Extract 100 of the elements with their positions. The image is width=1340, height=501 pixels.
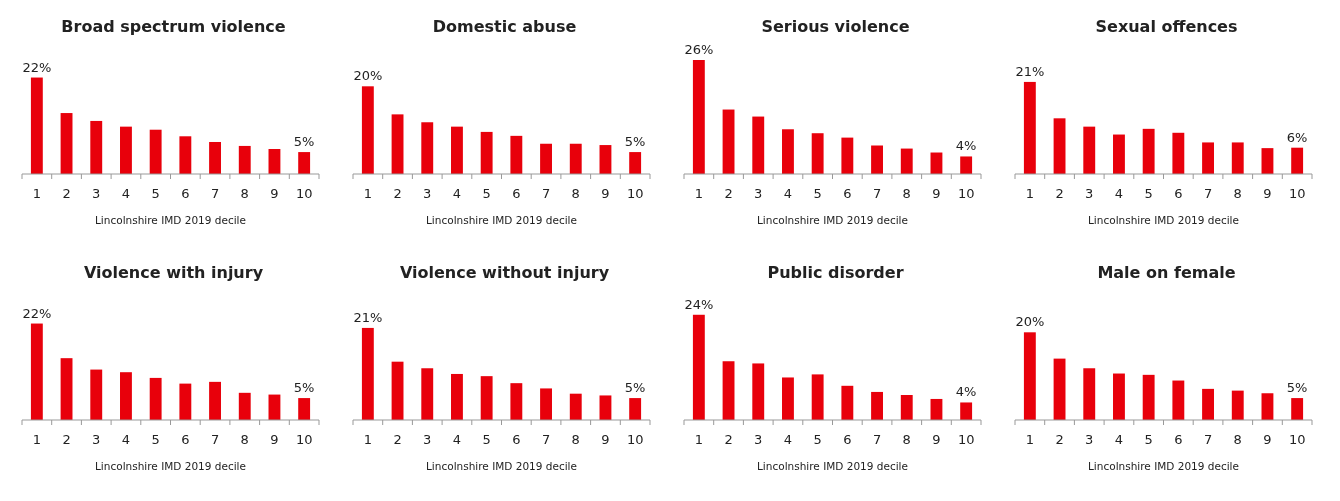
- x-tick-label: 6: [843, 186, 852, 201]
- data-label: 5%: [293, 134, 315, 150]
- x-tick-label: 7: [210, 432, 220, 447]
- bar: [179, 136, 192, 174]
- x-tick-label: 9: [1263, 186, 1272, 201]
- bar: [149, 129, 162, 174]
- bar: [1291, 147, 1304, 174]
- x-tick-label: 1: [694, 186, 703, 201]
- bar: [599, 145, 612, 174]
- bar: [841, 385, 854, 420]
- bar: [782, 377, 794, 420]
- bar: [1202, 388, 1214, 420]
- bar: [722, 109, 735, 174]
- x-tick-label: 4: [1114, 186, 1124, 201]
- chart-title: Domestic abuse: [432, 17, 577, 36]
- x-tick-label: 7: [1203, 186, 1213, 201]
- chart-title: Broad spectrum violence: [61, 17, 286, 36]
- x-tick-label: 2: [62, 186, 71, 201]
- x-tick-label: 5: [482, 432, 491, 447]
- x-tick-label: 5: [151, 432, 160, 447]
- chart-title: Sexual offences: [1095, 17, 1238, 36]
- bar: [629, 152, 642, 174]
- data-label: 21%: [353, 309, 383, 325]
- x-tick-label: 5: [813, 432, 822, 447]
- x-tick-label: 6: [512, 186, 521, 201]
- bar: [569, 393, 582, 420]
- x-tick-label: 10: [295, 432, 313, 447]
- bar: [298, 152, 311, 174]
- x-tick-label: 7: [210, 186, 220, 201]
- x-tick-label: 10: [957, 432, 975, 447]
- chart-title: Violence with injury: [83, 263, 264, 282]
- bar: [451, 373, 463, 420]
- x-tick-label: 2: [62, 432, 71, 447]
- bar: [30, 77, 43, 174]
- x-tick-label: 6: [1174, 432, 1183, 447]
- x-tick-label: 3: [1085, 432, 1094, 447]
- x-tick-label: 6: [843, 432, 852, 447]
- data-label: 5%: [624, 134, 646, 150]
- x-tick-label: 9: [270, 432, 279, 447]
- bar: [1142, 374, 1155, 420]
- x-tick-label: 3: [754, 432, 763, 447]
- x-tick-label: 5: [813, 186, 822, 201]
- x-tick-label: 10: [626, 432, 644, 447]
- bar: [480, 376, 493, 420]
- bar: [391, 361, 404, 420]
- data-label: 5%: [1286, 380, 1308, 396]
- x-tick-label: 4: [783, 432, 793, 447]
- bar: [569, 143, 582, 174]
- x-axis-title: Lincolnshire IMD 2019 decile: [95, 460, 246, 472]
- bar: [1053, 358, 1066, 420]
- bar: [1053, 118, 1066, 174]
- data-label: 6%: [1286, 129, 1308, 145]
- bar: [421, 368, 434, 420]
- x-tick-label: 4: [1114, 432, 1124, 447]
- chart-title: Male on female: [1097, 263, 1236, 282]
- bar: [540, 143, 552, 174]
- x-tick-label: 7: [872, 186, 882, 201]
- bar: [1083, 126, 1096, 174]
- bar: [752, 116, 765, 174]
- bar: [1172, 132, 1185, 174]
- bar: [782, 129, 794, 174]
- bar: [540, 388, 552, 420]
- data-label: 20%: [353, 68, 383, 84]
- x-tick-label: 5: [482, 186, 491, 201]
- chart-title: Public disorder: [767, 263, 904, 282]
- x-tick-label: 3: [423, 186, 432, 201]
- x-tick-label: 8: [902, 432, 911, 447]
- x-tick-label: 7: [541, 186, 551, 201]
- x-tick-label: 5: [1144, 432, 1153, 447]
- bar: [1291, 398, 1304, 420]
- x-tick-label: 10: [957, 186, 975, 201]
- bar: [149, 377, 162, 420]
- bar: [179, 383, 192, 420]
- x-axis-title: Lincolnshire IMD 2019 decile: [757, 460, 908, 472]
- bar: [871, 391, 883, 420]
- data-label: 24%: [684, 296, 714, 312]
- x-tick-label: 4: [452, 186, 462, 201]
- bar: [1231, 390, 1244, 420]
- bar: [60, 358, 73, 420]
- x-axis-title: Lincolnshire IMD 2019 decile: [1088, 460, 1239, 472]
- x-tick-label: 2: [724, 432, 733, 447]
- x-tick-label: 3: [423, 432, 432, 447]
- bar: [960, 156, 973, 174]
- x-tick-label: 2: [1055, 186, 1064, 201]
- x-tick-label: 2: [724, 186, 733, 201]
- x-tick-label: 9: [932, 186, 941, 201]
- bar: [120, 372, 132, 420]
- x-tick-label: 8: [902, 186, 911, 201]
- x-tick-label: 1: [32, 186, 41, 201]
- bar: [90, 369, 103, 420]
- bar: [209, 381, 221, 420]
- x-tick-label: 2: [1055, 432, 1064, 447]
- bar: [960, 402, 973, 420]
- bar: [120, 126, 132, 174]
- x-tick-label: 8: [240, 432, 249, 447]
- data-label: 4%: [955, 138, 977, 154]
- x-tick-label: 1: [694, 432, 703, 447]
- bar: [811, 374, 824, 420]
- bar: [722, 361, 735, 420]
- x-tick-label: 10: [626, 186, 644, 201]
